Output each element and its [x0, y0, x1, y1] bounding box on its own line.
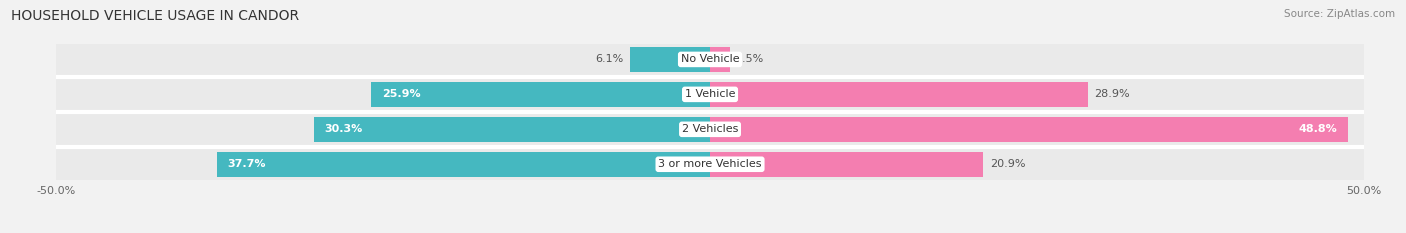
Bar	[710, 82, 1088, 107]
Text: 1.5%: 1.5%	[737, 55, 765, 64]
Text: 3 or more Vehicles: 3 or more Vehicles	[658, 159, 762, 169]
Text: 28.9%: 28.9%	[1094, 89, 1130, 99]
Text: 1 Vehicle: 1 Vehicle	[685, 89, 735, 99]
Text: 20.9%: 20.9%	[990, 159, 1025, 169]
Text: 37.7%: 37.7%	[228, 159, 266, 169]
Text: 30.3%: 30.3%	[325, 124, 363, 134]
Bar	[710, 47, 730, 72]
Bar	[314, 117, 710, 142]
Bar	[371, 82, 710, 107]
Bar	[56, 114, 1364, 145]
Text: No Vehicle: No Vehicle	[681, 55, 740, 64]
Bar	[710, 152, 983, 177]
Legend: Owner-occupied, Renter-occupied: Owner-occupied, Renter-occupied	[591, 230, 830, 233]
Text: 6.1%: 6.1%	[596, 55, 624, 64]
Bar	[217, 152, 710, 177]
Bar	[56, 79, 1364, 110]
Bar	[710, 117, 1348, 142]
Bar	[56, 44, 1364, 75]
Text: 25.9%: 25.9%	[382, 89, 420, 99]
Bar	[56, 149, 1364, 180]
Text: HOUSEHOLD VEHICLE USAGE IN CANDOR: HOUSEHOLD VEHICLE USAGE IN CANDOR	[11, 9, 299, 23]
Bar	[630, 47, 710, 72]
Text: Source: ZipAtlas.com: Source: ZipAtlas.com	[1284, 9, 1395, 19]
Text: 48.8%: 48.8%	[1299, 124, 1337, 134]
Text: 2 Vehicles: 2 Vehicles	[682, 124, 738, 134]
